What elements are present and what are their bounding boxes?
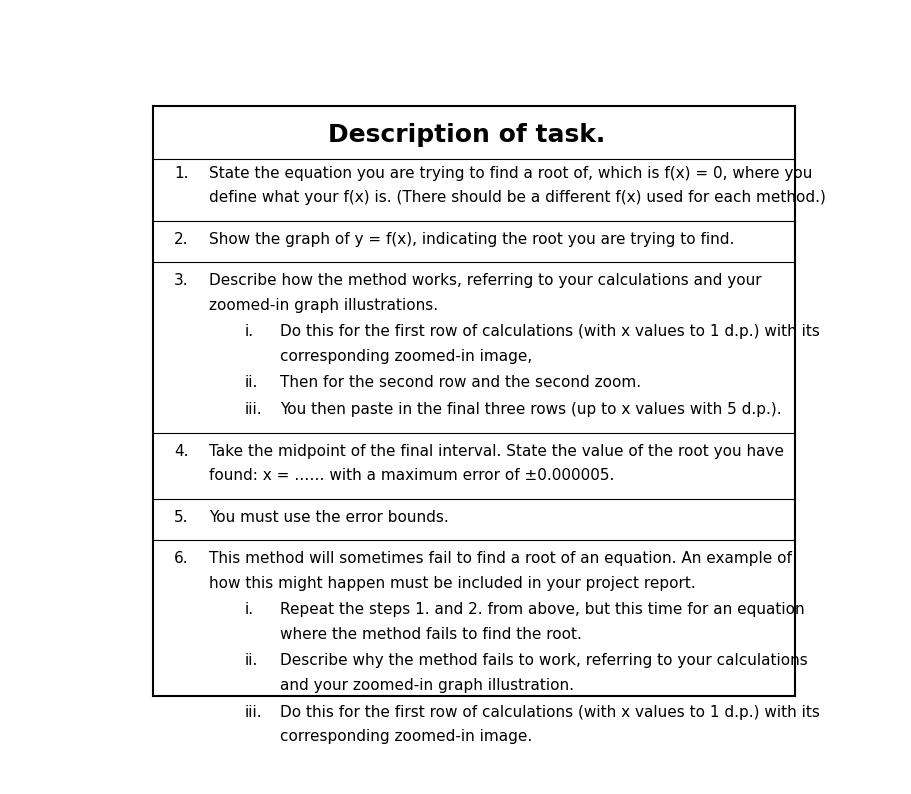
Text: You then paste in the final three rows (up to x values with 5 d.p.).: You then paste in the final three rows (… <box>280 402 782 417</box>
Text: and your zoomed-in graph illustration.: and your zoomed-in graph illustration. <box>280 678 574 693</box>
Text: i.: i. <box>244 324 253 339</box>
Text: i.: i. <box>244 603 253 618</box>
Text: corresponding zoomed-in image,: corresponding zoomed-in image, <box>280 349 532 364</box>
Text: how this might happen must be included in your project report.: how this might happen must be included i… <box>210 576 696 591</box>
Text: ii.: ii. <box>244 653 258 669</box>
Text: Do this for the first row of calculations (with x values to 1 d.p.) with its: Do this for the first row of calculation… <box>280 704 820 719</box>
Text: 6.: 6. <box>174 551 189 566</box>
Text: Then for the second row and the second zoom.: Then for the second row and the second z… <box>280 376 641 391</box>
Text: corresponding zoomed-in image.: corresponding zoomed-in image. <box>280 729 532 744</box>
Text: 5.: 5. <box>174 510 189 525</box>
Text: 3.: 3. <box>174 273 189 288</box>
Text: ii.: ii. <box>244 376 258 391</box>
Text: Take the midpoint of the final interval. State the value of the root you have: Take the midpoint of the final interval.… <box>210 444 784 459</box>
Text: 2.: 2. <box>174 232 189 247</box>
Text: found: x = …… with a maximum error of ±0.000005.: found: x = …… with a maximum error of ±0… <box>210 468 615 483</box>
Text: where the method fails to find the root.: where the method fails to find the root. <box>280 626 581 642</box>
Text: 4.: 4. <box>174 444 189 459</box>
Text: iii.: iii. <box>244 402 262 417</box>
Text: Describe how the method works, referring to your calculations and your: Describe how the method works, referring… <box>210 273 762 288</box>
Text: State the equation you are trying to find a root of, which is f(x) = 0, where yo: State the equation you are trying to fin… <box>210 166 813 180</box>
Text: Repeat the steps 1. and 2. from above, but this time for an equation: Repeat the steps 1. and 2. from above, b… <box>280 603 804 618</box>
Text: Show the graph of y = f(x), indicating the root you are trying to find.: Show the graph of y = f(x), indicating t… <box>210 232 734 247</box>
Text: This method will sometimes fail to find a root of an equation. An example of: This method will sometimes fail to find … <box>210 551 792 566</box>
Text: iii.: iii. <box>244 704 262 719</box>
Text: Describe why the method fails to work, referring to your calculations: Describe why the method fails to work, r… <box>280 653 807 669</box>
Text: Description of task.: Description of task. <box>328 123 606 147</box>
Text: 1.: 1. <box>174 166 189 180</box>
Text: Do this for the first row of calculations (with x values to 1 d.p.) with its: Do this for the first row of calculation… <box>280 324 820 339</box>
Text: define what your f(x) is. (There should be a different f(x) used for each method: define what your f(x) is. (There should … <box>210 190 826 205</box>
Text: You must use the error bounds.: You must use the error bounds. <box>210 510 449 525</box>
Text: zoomed-in graph illustrations.: zoomed-in graph illustrations. <box>210 298 438 313</box>
